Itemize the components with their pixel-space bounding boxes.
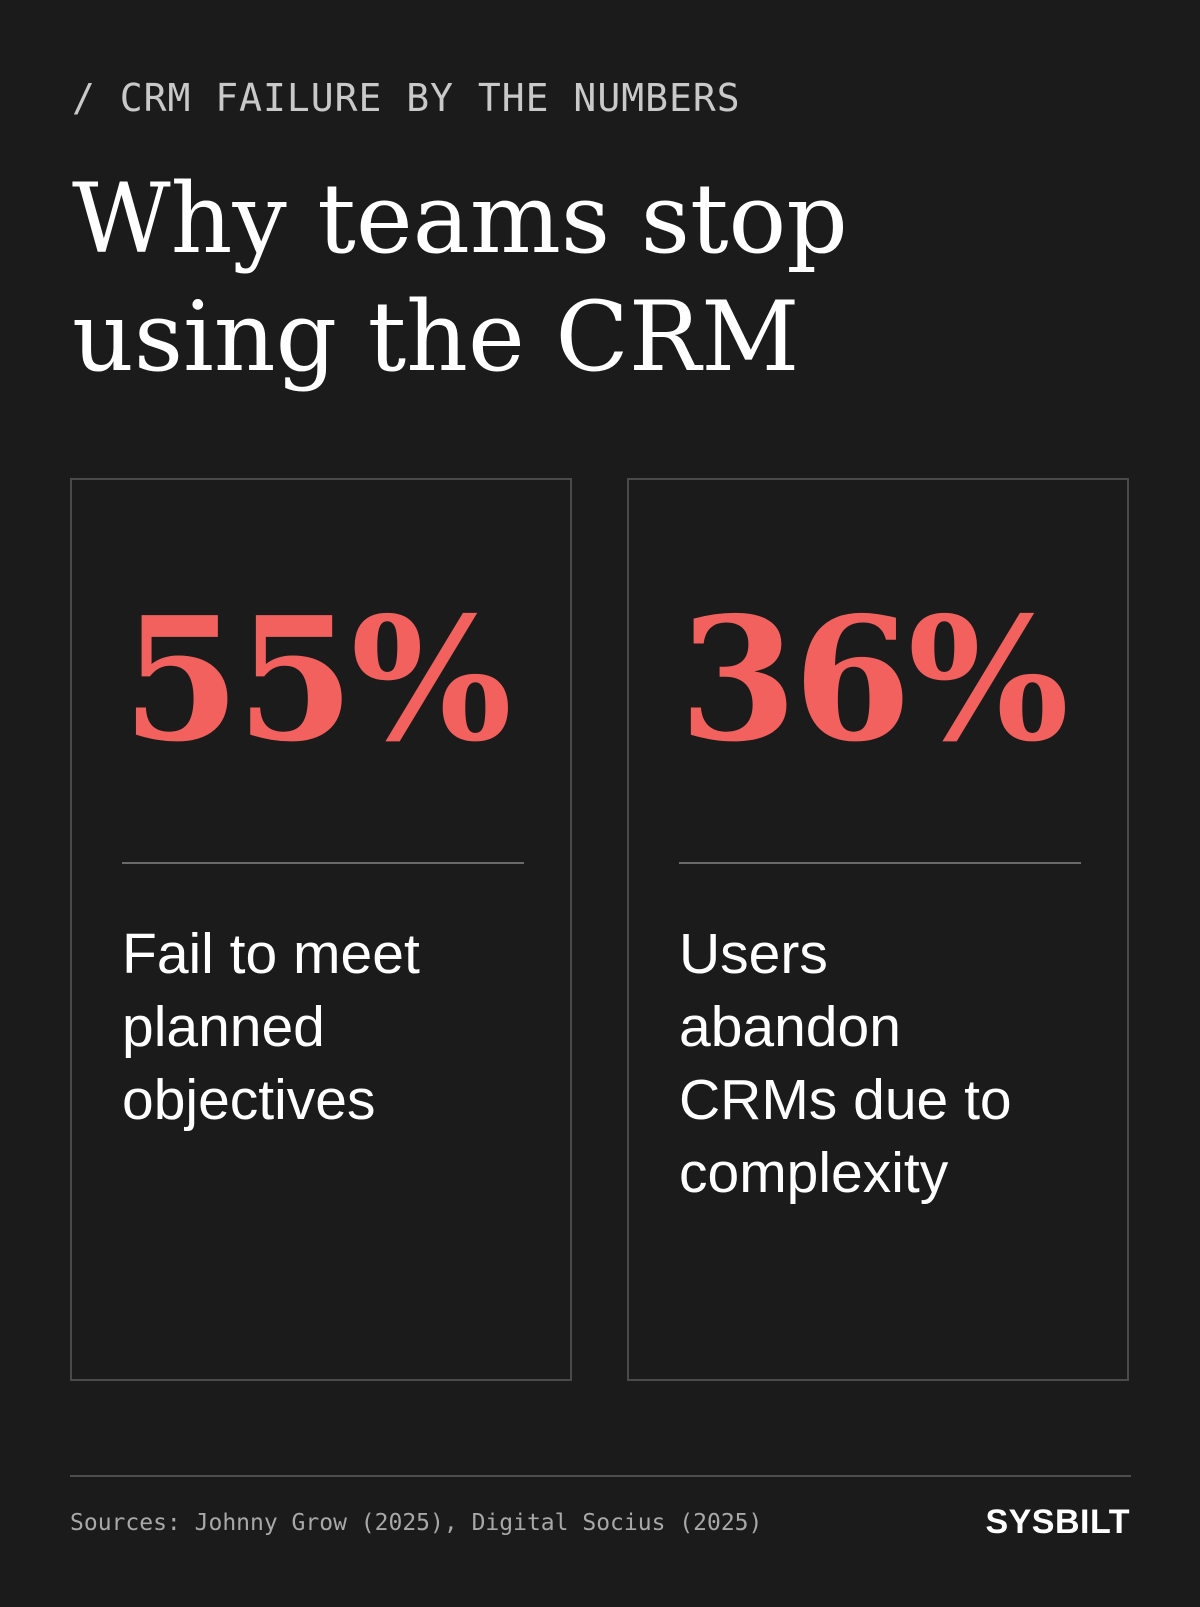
footer-divider xyxy=(70,1475,1131,1477)
stat-description-line: planned xyxy=(122,995,325,1059)
card-divider xyxy=(679,862,1081,864)
title-line: using the CRM xyxy=(72,281,800,393)
stat-description: Users abandon CRMs due to complexity xyxy=(679,918,1099,1210)
stat-description-line: Users xyxy=(679,922,828,986)
stat-description-line: complexity xyxy=(679,1141,949,1205)
page-title: Why teams stop using the CRM xyxy=(72,160,1072,396)
stat-description-line: CRMs due to xyxy=(679,1068,1012,1132)
stat-value: 55% xyxy=(122,580,512,780)
sources-text: Sources: Johnny Grow (2025), Digital Soc… xyxy=(70,1510,763,1536)
stat-description-line: abandon xyxy=(679,995,901,1059)
card-divider xyxy=(122,862,524,864)
stat-description-line: Fail to meet xyxy=(122,922,420,986)
stat-value: 36% xyxy=(679,580,1069,780)
stat-description: Fail to meet planned objectives xyxy=(122,918,542,1137)
stat-card-abandon: 36% Users abandon CRMs due to complexity xyxy=(627,478,1129,1381)
stat-description-line: objectives xyxy=(122,1068,376,1132)
title-line: Why teams stop xyxy=(72,163,848,275)
brand-logo: SYSBILT xyxy=(985,1503,1130,1541)
stat-card-failure: 55% Fail to meet planned objectives xyxy=(70,478,572,1381)
eyebrow-label: / CRM FAILURE BY THE NUMBERS xyxy=(72,76,741,120)
